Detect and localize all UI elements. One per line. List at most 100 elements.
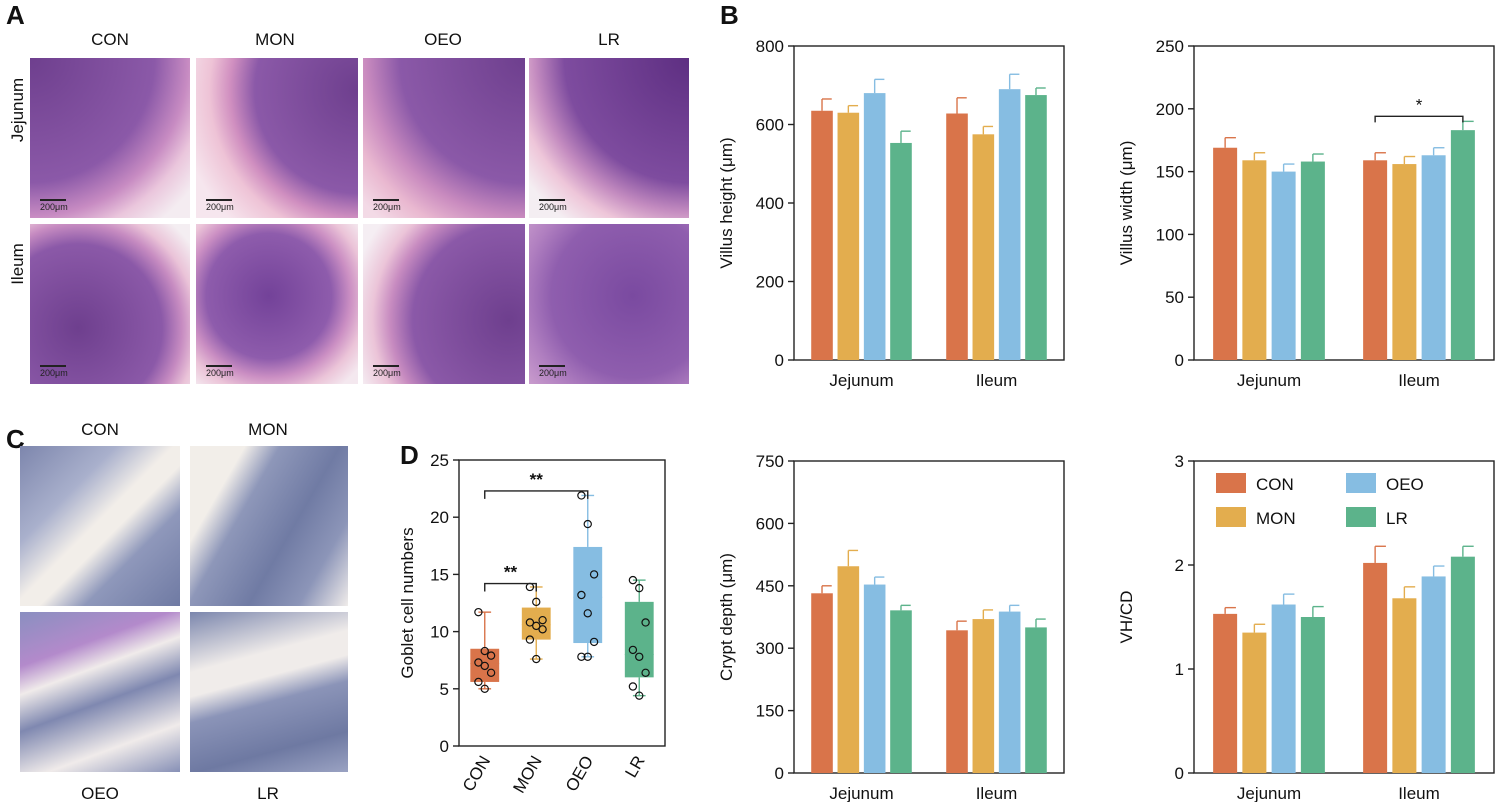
micrograph-pas-oeo bbox=[20, 612, 180, 772]
scale-bar: 200μm bbox=[373, 365, 401, 378]
group-label-mon: MON bbox=[255, 30, 295, 49]
y-tick-label: 450 bbox=[756, 577, 784, 596]
label-c-oeo: OEO bbox=[81, 784, 119, 803]
y-tick-label: 0 bbox=[775, 351, 784, 370]
plot-frame bbox=[793, 460, 1065, 774]
data-point-oeo bbox=[589, 637, 599, 647]
x-tick-label-ileum: Ileum bbox=[1398, 371, 1440, 390]
y-tick-label: 300 bbox=[756, 639, 784, 658]
data-point-lr bbox=[641, 668, 650, 677]
data-point-con bbox=[474, 677, 483, 687]
data-point-oeo bbox=[583, 609, 592, 618]
x-tick-label-ileum: Ileum bbox=[976, 784, 1018, 802]
plot-frame bbox=[1193, 460, 1495, 774]
chart-vh-cd: 0 1 2 3 VH/CD Jejunum Ileum CON OEO MON LR bbox=[1117, 452, 1495, 802]
legend-swatch-mon bbox=[1216, 507, 1246, 527]
bar-jejunum-oeo bbox=[863, 93, 886, 360]
data-point-lr bbox=[635, 691, 644, 700]
data-point-lr bbox=[641, 618, 650, 627]
panel-letter-a: A bbox=[6, 0, 25, 30]
bar-jejunum-oeo bbox=[1271, 171, 1296, 360]
y-tick-label: 800 bbox=[756, 37, 784, 56]
bar-jejunum-con bbox=[811, 593, 833, 773]
legend-swatch-lr bbox=[1346, 507, 1376, 527]
micrograph-pas-mon bbox=[190, 446, 348, 606]
scale-bar: 200μm bbox=[373, 199, 401, 212]
bar-jejunum-con bbox=[811, 110, 833, 360]
data-point-oeo bbox=[577, 491, 586, 500]
significance-bracket bbox=[1374, 115, 1464, 123]
y-tick-label: 200 bbox=[756, 273, 784, 292]
y-axis-label: Villus width (μm) bbox=[1117, 141, 1136, 266]
data-point-lr bbox=[635, 583, 644, 593]
data-point-mon bbox=[532, 621, 541, 631]
micrograph-ileum-mon: 200μm bbox=[196, 224, 358, 384]
chart-villus-width: 0 50 100 150 200 250 Villus width (μm) Jejunum I… bbox=[1117, 37, 1495, 390]
significance-mark: * bbox=[1416, 95, 1423, 114]
y-tick-label: 0 bbox=[1175, 351, 1184, 370]
legend-label-lr: LR bbox=[1386, 509, 1408, 528]
y-tick-label: 600 bbox=[756, 514, 784, 533]
x-tick-label-jejunum: Jejunum bbox=[829, 784, 893, 802]
data-point-lr bbox=[628, 575, 638, 585]
bar-ileum-lr bbox=[1025, 627, 1047, 773]
bar-ileum-lr bbox=[1450, 556, 1475, 773]
micrograph-ileum-oeo: 200μm bbox=[363, 224, 525, 384]
bar-ileum-oeo bbox=[1421, 576, 1446, 773]
data-point-con bbox=[480, 661, 489, 671]
significance-mark: ** bbox=[504, 563, 518, 582]
y-tick-label: 50 bbox=[1165, 288, 1184, 307]
y-tick-label: 1 bbox=[1175, 660, 1184, 679]
y-tick-label: 0 bbox=[1175, 764, 1184, 783]
bar-ileum-mon bbox=[972, 134, 995, 360]
bar-jejunum-lr bbox=[890, 142, 912, 360]
bar-jejunum-mon bbox=[837, 112, 860, 360]
scale-bar: 200μm bbox=[539, 365, 567, 378]
y-axis-label: Goblet cell numbers bbox=[398, 527, 417, 678]
data-point-con bbox=[480, 646, 489, 656]
bar-jejunum-lr bbox=[890, 610, 912, 773]
bar-ileum-oeo bbox=[1421, 155, 1446, 360]
data-point-lr bbox=[635, 652, 644, 661]
y-tick-label: 10 bbox=[430, 623, 449, 642]
bar-jejunum-mon bbox=[837, 566, 860, 773]
data-point-oeo bbox=[577, 590, 586, 600]
bar-jejunum-lr bbox=[1300, 617, 1325, 773]
x-tick-label-jejunum: Jejunum bbox=[1237, 784, 1301, 802]
bar-jejunum-oeo bbox=[1271, 604, 1296, 773]
bar-ileum-con bbox=[946, 630, 968, 773]
bar-jejunum-mon bbox=[1242, 632, 1267, 773]
x-tick-label-ileum: Ileum bbox=[976, 371, 1018, 390]
legend-swatch-con bbox=[1216, 473, 1246, 493]
bar-ileum-con bbox=[946, 113, 968, 360]
bar-ileum-con bbox=[1363, 562, 1388, 773]
x-tick-label-oeo: OEO bbox=[562, 753, 597, 795]
label-c-mon: MON bbox=[248, 420, 288, 439]
y-tick-label: 20 bbox=[430, 508, 449, 527]
x-tick-label-lr: LR bbox=[621, 753, 648, 781]
data-point-mon bbox=[532, 654, 541, 664]
micrograph-ileum-con: 200μm bbox=[30, 224, 190, 384]
scale-bar: 200μm bbox=[539, 199, 567, 212]
bar-ileum-con bbox=[1363, 160, 1388, 360]
row-label-ileum: Ileum bbox=[8, 243, 27, 285]
label-c-con: CON bbox=[81, 420, 119, 439]
data-point-mon bbox=[538, 615, 547, 625]
x-tick-label-mon: MON bbox=[509, 753, 545, 797]
y-tick-label: 5 bbox=[440, 680, 449, 699]
legend-swatch-oeo bbox=[1346, 473, 1376, 493]
legend-label-con: CON bbox=[1256, 475, 1294, 494]
y-axis-label: Villus height (μm) bbox=[717, 137, 736, 268]
plot-frame bbox=[1193, 45, 1495, 361]
row-label-jejunum: Jejunum bbox=[8, 77, 27, 143]
data-point-mon bbox=[525, 618, 535, 627]
bar-jejunum-lr bbox=[1300, 161, 1325, 360]
micrograph-pas-con bbox=[20, 446, 180, 606]
bar-ileum-mon bbox=[972, 619, 995, 773]
scale-bar: 200μm bbox=[40, 199, 68, 212]
data-point-oeo bbox=[577, 652, 586, 661]
y-tick-label: 200 bbox=[1156, 100, 1184, 119]
x-tick-label-con: CON bbox=[459, 753, 494, 795]
group-label-con: CON bbox=[91, 30, 129, 49]
y-tick-label: 600 bbox=[756, 116, 784, 135]
